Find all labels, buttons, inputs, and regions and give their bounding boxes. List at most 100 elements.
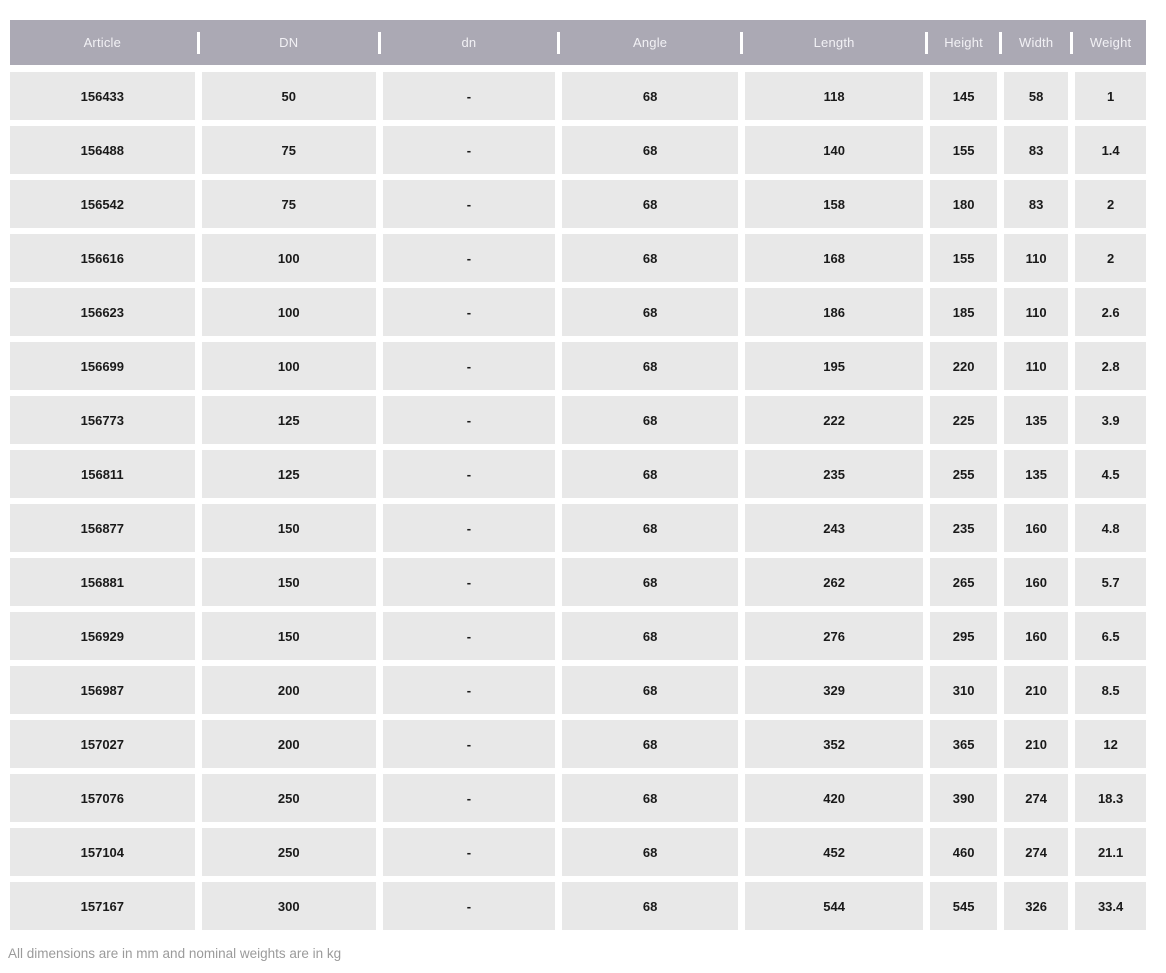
table-body: 156433 50-68 118 145 58 1 156488 75-68 140 155 83 1…	[10, 72, 1147, 930]
cell-length: 168	[745, 234, 924, 282]
table-row: 156542 75-68 158 180 83 2	[10, 180, 1147, 228]
cell-width: 83	[1004, 180, 1069, 228]
table-row: 156811 125-68 235 255 135 4.5	[10, 450, 1147, 498]
cell-dn-lower: -	[382, 882, 556, 930]
cell-length: 140	[745, 126, 924, 174]
cell-dn-lower: -	[382, 72, 556, 120]
cell-width: 274	[1004, 828, 1069, 876]
cell-weight: 4.5	[1075, 450, 1147, 498]
cell-weight: 3.9	[1075, 396, 1147, 444]
cell-dn: 250	[201, 828, 376, 876]
cell-width: 135	[1004, 450, 1069, 498]
cell-weight: 2	[1075, 234, 1147, 282]
cell-dn: 150	[201, 558, 376, 606]
cell-width: 210	[1004, 720, 1069, 768]
cell-width: 110	[1004, 234, 1069, 282]
cell-dn: 100	[201, 234, 376, 282]
cell-width: 110	[1004, 288, 1069, 336]
cell-angle: 68	[562, 612, 739, 660]
cell-length: 329	[745, 666, 924, 714]
column-header-width: Width	[1004, 20, 1068, 65]
table-row: 156881 150-68 262 265 160 5.7	[10, 558, 1147, 606]
column-header-weight: Weight	[1089, 35, 1132, 50]
cell-angle: 68	[562, 180, 739, 228]
cell-width: 135	[1004, 396, 1069, 444]
column-header-angle: Angle	[562, 20, 738, 65]
cell-dn-lower: -	[382, 234, 556, 282]
cell-length: 420	[745, 774, 924, 822]
table-row: 156929 150-68 276 295 160 6.5	[10, 612, 1147, 660]
cell-length: 352	[745, 720, 924, 768]
cell-height: 295	[930, 612, 998, 660]
cell-dn: 300	[201, 882, 376, 930]
cell-article: 156811	[10, 450, 195, 498]
cell-weight: 1.4	[1075, 126, 1147, 174]
cell-weight: 8.5	[1075, 666, 1147, 714]
cell-weight: 1	[1075, 72, 1147, 120]
cell-dn: 200	[201, 720, 376, 768]
cell-length: 262	[745, 558, 924, 606]
cell-length: 235	[745, 450, 924, 498]
cell-angle: 68	[562, 126, 739, 174]
table-row: 156488 75-68 140 155 83 1.4	[10, 126, 1147, 174]
cell-dn: 150	[201, 612, 376, 660]
table-row: 156987 200-68 329 310 210 8.5	[10, 666, 1147, 714]
cell-article: 156877	[10, 504, 195, 552]
table-row: 157027 200-68 352 365 210 12	[10, 720, 1147, 768]
cell-width: 210	[1004, 666, 1069, 714]
cell-article: 156488	[10, 126, 195, 174]
cell-article: 156542	[10, 180, 195, 228]
cell-article: 156623	[10, 288, 195, 336]
cell-length: 243	[745, 504, 924, 552]
cell-height: 365	[930, 720, 998, 768]
cell-weight: 33.4	[1075, 882, 1147, 930]
table-row: 156877 150-68 243 235 160 4.8	[10, 504, 1147, 552]
cell-dn-lower: -	[382, 558, 556, 606]
cell-length: 158	[745, 180, 924, 228]
table-row: 156699 100-68 195 220 110 2.8	[10, 342, 1147, 390]
cell-height: 155	[930, 126, 998, 174]
cell-height: 155	[930, 234, 998, 282]
cell-dn: 250	[201, 774, 376, 822]
cell-height: 225	[930, 396, 998, 444]
cell-width: 160	[1004, 558, 1069, 606]
cell-length: 276	[745, 612, 924, 660]
cell-height: 545	[930, 882, 998, 930]
cell-dn: 100	[201, 342, 376, 390]
cell-dn-lower: -	[382, 180, 556, 228]
cell-dn-lower: -	[382, 288, 556, 336]
cell-dn-lower: -	[382, 396, 556, 444]
table-row: 157076 250-68 420 390 274 18.3	[10, 774, 1147, 822]
cell-dn-lower: -	[382, 504, 556, 552]
cell-weight: 12	[1075, 720, 1147, 768]
cell-article: 156929	[10, 612, 195, 660]
cell-article: 157027	[10, 720, 195, 768]
column-header-dn-lower: dn	[383, 20, 555, 65]
cell-dn-lower: -	[382, 720, 556, 768]
cell-width: 160	[1004, 504, 1069, 552]
cell-article: 156699	[10, 342, 195, 390]
cell-angle: 68	[562, 450, 739, 498]
table-row: 156616 100-68 168 155 110 2	[10, 234, 1147, 282]
cell-article: 157167	[10, 882, 195, 930]
cell-weight: 2.6	[1075, 288, 1147, 336]
cell-dn-lower: -	[382, 774, 556, 822]
cell-width: 274	[1004, 774, 1069, 822]
column-header-article: Article	[10, 20, 195, 65]
cell-width: 83	[1004, 126, 1069, 174]
cell-article: 156433	[10, 72, 195, 120]
cell-height: 390	[930, 774, 998, 822]
cell-article: 156881	[10, 558, 195, 606]
cell-length: 195	[745, 342, 924, 390]
cell-angle: 68	[562, 288, 739, 336]
cell-length: 452	[745, 828, 924, 876]
cell-length: 186	[745, 288, 924, 336]
cell-angle: 68	[562, 558, 739, 606]
cell-length: 118	[745, 72, 924, 120]
table-header-row: Article DN dn Angle Length Height Width Weight	[10, 20, 1146, 65]
column-header-dn: DN	[202, 20, 376, 65]
cell-height: 310	[930, 666, 998, 714]
cell-weight: 5.7	[1075, 558, 1147, 606]
cell-angle: 68	[562, 774, 739, 822]
cell-angle: 68	[562, 72, 739, 120]
